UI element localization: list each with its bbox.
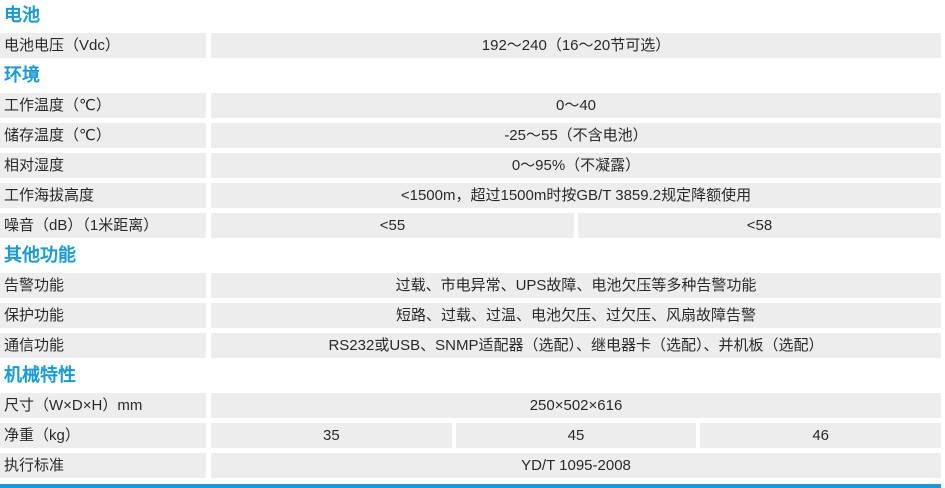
spec-value: -25～55（不含电池）: [211, 122, 941, 148]
spec-row: 电池电压（Vdc） 192～240（16～20节可选）: [0, 30, 941, 60]
spec-value: 45: [455, 422, 697, 448]
spec-values: YD/T 1095-2008: [211, 452, 941, 478]
spec-value: 过载、市电异常、UPS故障、电池欠压等多种告警功能: [211, 272, 941, 298]
spec-row: 相对湿度 0～95%（不凝露）: [0, 150, 941, 180]
spec-label: 执行标准: [0, 452, 206, 478]
spec-value: YD/T 1095-2008: [211, 452, 941, 478]
spec-label: 净重（kg）: [0, 422, 206, 448]
spec-values: 192～240（16～20节可选）: [211, 32, 941, 58]
spec-label: 工作海拔高度: [0, 182, 206, 208]
spec-value: 0～40: [211, 92, 941, 118]
spec-value: <55: [211, 212, 574, 238]
spec-values: 短路、过载、过温、电池欠压、过欠压、风扇故障告警: [211, 302, 941, 328]
spec-value: <1500m，超过1500m时按GB/T 3859.2规定降额使用: [211, 182, 941, 208]
section-heading: 环境: [4, 65, 40, 85]
spec-value: RS232或USB、SNMP适配器（选配）、继电器卡（选配）、并机板（选配）: [211, 332, 941, 358]
spec-value: 0～95%（不凝露）: [211, 152, 941, 178]
spec-values: <55 <58: [211, 212, 941, 238]
spec-value: 250×502×616: [211, 392, 941, 418]
spec-value: 46: [700, 422, 942, 448]
section-heading: 电池: [4, 5, 40, 25]
spec-values: <1500m，超过1500m时按GB/T 3859.2规定降额使用: [211, 182, 941, 208]
spec-values: 0～40: [211, 92, 941, 118]
spec-values: -25～55（不含电池）: [211, 122, 941, 148]
spec-row: 告警功能 过载、市电异常、UPS故障、电池欠压等多种告警功能: [0, 270, 941, 300]
spec-values: RS232或USB、SNMP适配器（选配）、继电器卡（选配）、并机板（选配）: [211, 332, 941, 358]
spec-label: 相对湿度: [0, 152, 206, 178]
spec-row: 噪音（dB）（1米距离） <55 <58: [0, 210, 941, 240]
spec-row: 工作海拔高度 <1500m，超过1500m时按GB/T 3859.2规定降额使用: [0, 180, 941, 210]
spec-row: 工作温度（℃） 0～40: [0, 90, 941, 120]
spec-row: 通信功能 RS232或USB、SNMP适配器（选配）、继电器卡（选配）、并机板（选…: [0, 330, 941, 360]
spec-label: 通信功能: [0, 332, 206, 358]
spec-value: <58: [578, 212, 941, 238]
spec-value: 短路、过载、过温、电池欠压、过欠压、风扇故障告警: [211, 302, 941, 328]
spec-values: 0～95%（不凝露）: [211, 152, 941, 178]
spec-values: 250×502×616: [211, 392, 941, 418]
spec-value: 192～240（16～20节可选）: [211, 32, 941, 58]
spec-label: 噪音（dB）（1米距离）: [0, 212, 206, 238]
spec-label: 保护功能: [0, 302, 206, 328]
spec-label: 工作温度（℃）: [0, 92, 206, 118]
spec-row: 保护功能 短路、过载、过温、电池欠压、过欠压、风扇故障告警: [0, 300, 941, 330]
section-heading: 其他功能: [4, 245, 76, 265]
spec-row: 净重（kg） 35 45 46: [0, 420, 942, 450]
spec-row: 尺寸（W×D×H）mm 250×502×616: [0, 390, 941, 420]
spec-label: 电池电压（Vdc）: [0, 32, 206, 58]
spec-row: 储存温度（℃） -25～55（不含电池）: [0, 120, 941, 150]
spec-value: 35: [211, 422, 452, 448]
spec-label: 尺寸（W×D×H）mm: [0, 392, 206, 418]
section-heading: 机械特性: [4, 365, 76, 385]
spec-label: 告警功能: [0, 272, 206, 298]
bottom-divider: [0, 484, 941, 488]
spec-table: 电池电池电压（Vdc） 192～240（16～20节可选） 环境工作温度（℃） 0～4…: [0, 5, 942, 480]
spec-label: 储存温度（℃）: [0, 122, 206, 148]
spec-values: 过载、市电异常、UPS故障、电池欠压等多种告警功能: [211, 272, 941, 298]
spec-row: 执行标准 YD/T 1095-2008: [0, 450, 941, 480]
spec-values: 35 45 46: [211, 422, 942, 448]
